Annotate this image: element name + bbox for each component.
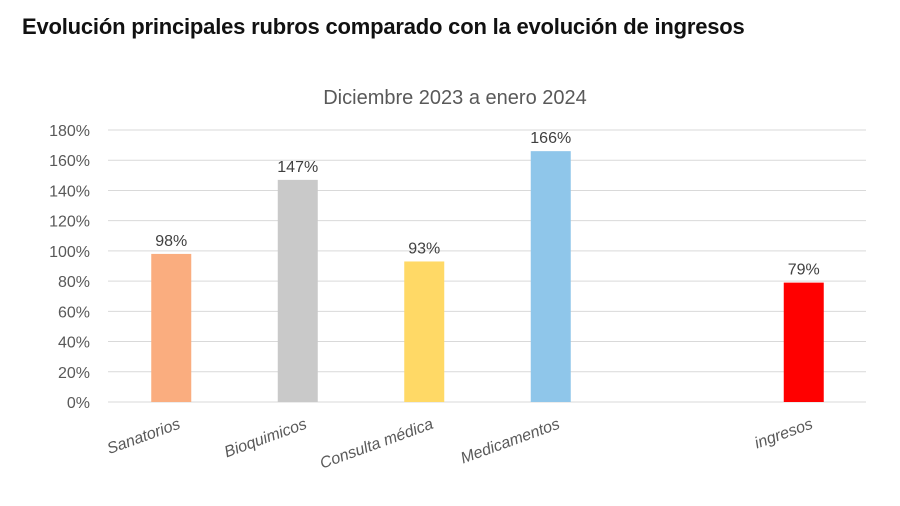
bar-ingresos — [783, 282, 824, 402]
bar-bioquimicos — [277, 179, 318, 402]
bars — [151, 151, 824, 402]
chart-title: Diciembre 2023 a enero 2024 — [323, 87, 587, 109]
bar-sanatorios — [151, 253, 192, 402]
y-tick-label: 60% — [58, 304, 90, 321]
gridlines — [108, 129, 866, 403]
y-tick-label: 100% — [49, 244, 90, 261]
x-tick-label: Medicamentos — [459, 416, 563, 468]
x-tick-label: ingresos — [752, 416, 815, 453]
x-tick-label: Consulta médica — [318, 416, 436, 473]
data-label: 98% — [155, 233, 187, 250]
data-label: 79% — [788, 262, 820, 279]
x-axis-labels: Sanatorios Bioquimicos Consulta médica Medi… — [105, 416, 815, 473]
y-tick-label: 180% — [49, 123, 90, 140]
y-tick-label: 20% — [58, 365, 90, 382]
y-tick-label: 0% — [67, 395, 90, 412]
x-tick-label: Bioquimicos — [222, 416, 309, 461]
x-tick-label: Sanatorios — [105, 416, 183, 458]
y-tick-label: 40% — [58, 335, 90, 352]
data-label: 166% — [530, 130, 571, 147]
y-tick-label: 140% — [49, 183, 90, 200]
bar-consulta-médica — [404, 261, 445, 402]
y-axis-ticks: 0% 20% 40% 60% 80% 100% 120% 140% 160% 180% — [49, 123, 90, 412]
y-tick-label: 160% — [49, 153, 90, 170]
data-label: 93% — [408, 240, 440, 257]
y-tick-label: 120% — [49, 214, 90, 231]
bar-medicamentos — [530, 151, 571, 402]
page-title: Evolución principales rubros comparado c… — [22, 14, 745, 39]
data-labels: 98% 147% 93% 166% 79% — [155, 130, 820, 278]
y-tick-label: 80% — [58, 274, 90, 291]
data-label: 147% — [277, 159, 318, 176]
